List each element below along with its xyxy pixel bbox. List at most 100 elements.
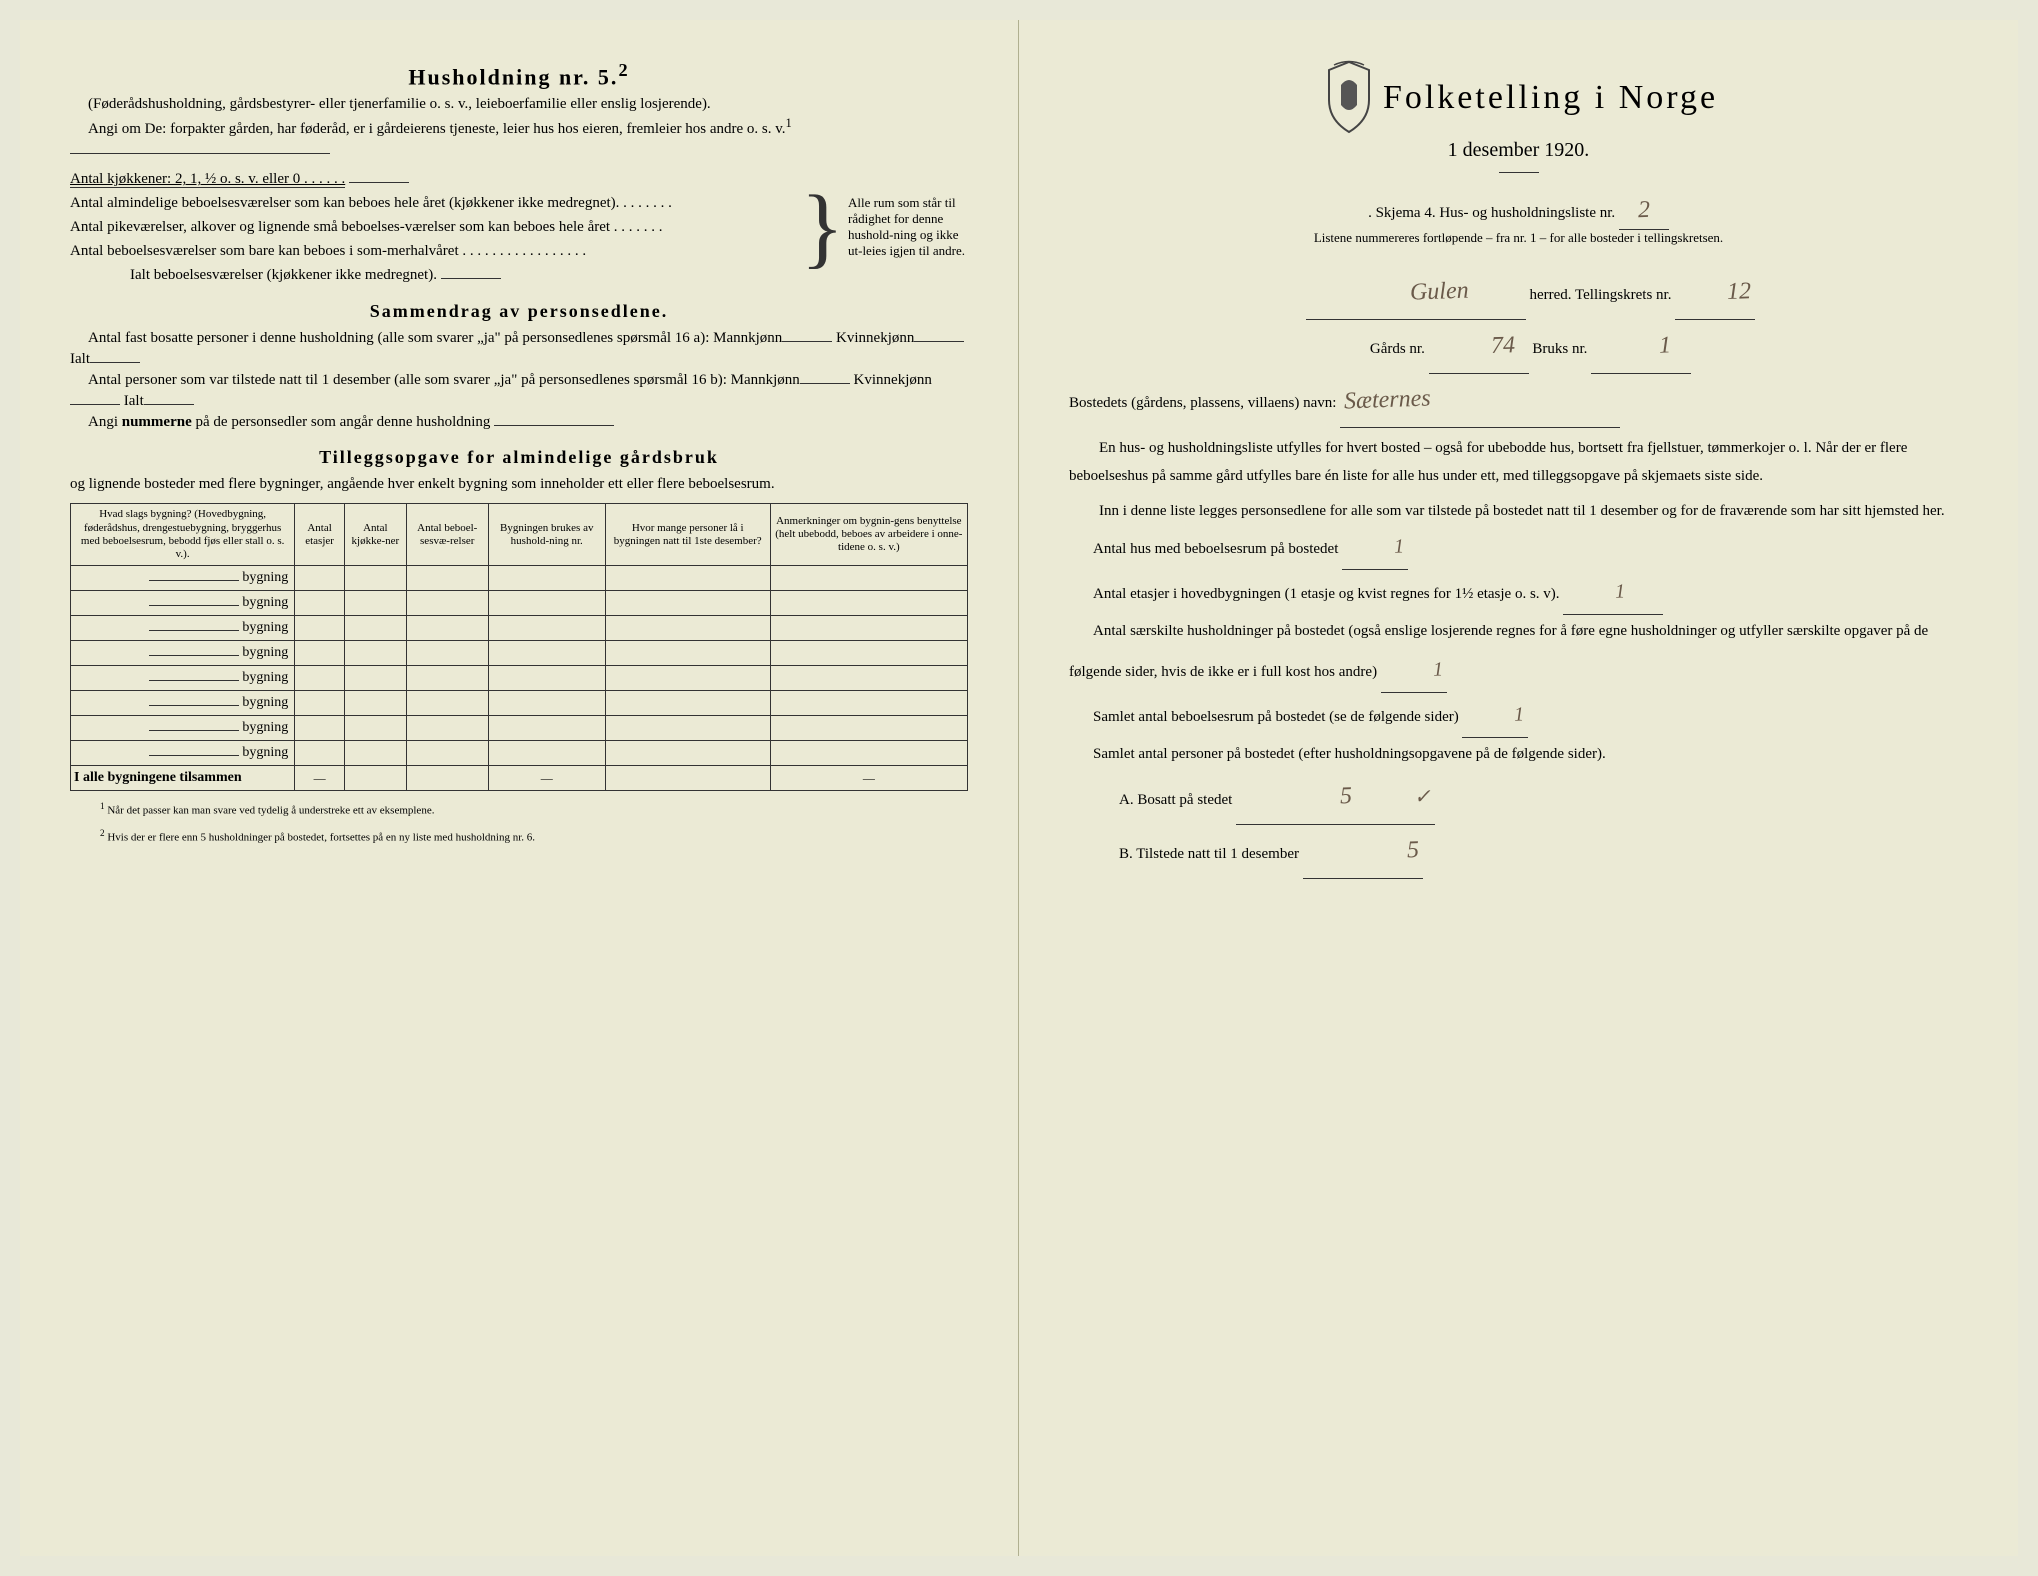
row-label: bygning xyxy=(71,716,295,741)
subtitle-2-sup: 1 xyxy=(786,116,792,130)
blank-line xyxy=(70,153,330,154)
row-label: bygning xyxy=(71,566,295,591)
table-cell xyxy=(344,641,406,666)
footnote-2: 2 Hvis der er flere enn 5 husholdninger … xyxy=(70,828,968,845)
table-cell xyxy=(295,666,345,691)
sum1-blank2 xyxy=(914,341,964,342)
q2-field: 1 xyxy=(1563,570,1663,615)
kitchen-blank xyxy=(349,182,409,183)
table-cell xyxy=(295,591,345,616)
table-cell xyxy=(605,716,770,741)
bruks-field: 1 xyxy=(1591,320,1691,374)
q2-label: Antal etasjer i hovedbygningen (1 etasje… xyxy=(1093,586,1560,602)
q3-label: Antal særskilte husholdninger på bostede… xyxy=(1069,623,1928,680)
total-dash-4: — xyxy=(488,766,605,791)
q1-value: 1 xyxy=(1365,525,1409,570)
q2-value: 1 xyxy=(1587,570,1631,615)
q3-line: Antal særskilte husholdninger på bostede… xyxy=(1069,615,1968,693)
q3-value: 1 xyxy=(1404,648,1448,693)
room-line-1: Antal almindelige beboelsesværelser som … xyxy=(70,191,797,215)
title-date: 1 desember 1920. xyxy=(1069,139,1968,162)
listene-note: Listene nummereres fortløpende – fra nr.… xyxy=(1069,230,1968,246)
table-header-row: Hvad slags bygning? (Hovedbygning, føder… xyxy=(71,504,968,566)
summary-line-1: Antal fast bosatte personer i denne hush… xyxy=(70,328,968,370)
summary-line-3: Angi nummerne på de personsedler som ang… xyxy=(70,412,968,433)
sum1-blank3 xyxy=(90,362,140,363)
table-cell xyxy=(406,741,488,766)
q2-line: Antal etasjer i hovedbygningen (1 etasje… xyxy=(1069,570,1968,615)
total-cell-3 xyxy=(406,766,488,791)
table-cell xyxy=(406,616,488,641)
summary-line-2: Antal personer som var tilstede natt til… xyxy=(70,370,968,412)
herred-line: Gulen herred. Tellingskrets nr. 12 xyxy=(1069,266,1968,320)
gards-line: Gårds nr. 74 Bruks nr. 1 xyxy=(1069,320,1968,374)
sum3b: nummerne xyxy=(122,414,192,430)
table-cell xyxy=(605,741,770,766)
row-label: bygning xyxy=(71,691,295,716)
kitchen-line: Antal kjøkkener: 2, 1, ½ o. s. v. eller … xyxy=(70,167,797,191)
table-cell xyxy=(344,741,406,766)
room-total-blank xyxy=(441,278,501,279)
table-cell xyxy=(605,616,770,641)
right-page: Folketelling i Norge 1 desember 1920. . … xyxy=(1019,20,2018,1556)
qA-value: 5 xyxy=(1285,770,1357,825)
schema-line: . Skjema 4. Hus- og husholdningsliste nr… xyxy=(1069,191,1968,230)
sum1-blank1 xyxy=(782,341,832,342)
table-cell xyxy=(770,591,967,616)
foot-sup2: 2 xyxy=(100,828,105,838)
room-line-2: Antal pikeværelser, alkover og lignende … xyxy=(70,215,797,239)
table-row: bygning xyxy=(71,616,968,641)
gards-label: Gårds nr. xyxy=(1370,341,1425,357)
coat-of-arms-icon xyxy=(1319,60,1379,135)
buildings-table: Hvad slags bygning? (Hovedbygning, føder… xyxy=(70,503,968,791)
table-cell xyxy=(344,691,406,716)
table-cell xyxy=(406,666,488,691)
summary-heading: Sammendrag av personsedlene. xyxy=(70,301,968,322)
sum2c: Ialt xyxy=(124,393,144,409)
footnote-1: 1 Når det passer kan man svare ved tydel… xyxy=(70,801,968,818)
q4-line: Samlet antal beboelsesrum på bostedet (s… xyxy=(1069,693,1968,738)
curly-brace-icon: } xyxy=(797,187,848,268)
q5-line: Samlet antal personer på bostedet (efter… xyxy=(1069,738,1968,771)
th-4: Bygningen brukes av hushold-ning nr. xyxy=(488,504,605,566)
table-cell xyxy=(406,591,488,616)
table-cell xyxy=(770,741,967,766)
table-cell xyxy=(770,691,967,716)
heading-sup: 2 xyxy=(618,60,629,80)
table-row: bygning xyxy=(71,741,968,766)
foot-sup1: 1 xyxy=(100,801,105,811)
gards-value: 74 xyxy=(1462,319,1520,374)
qB-line: B. Tilstede natt til 1 desember 5 xyxy=(1069,825,1968,879)
table-cell xyxy=(295,716,345,741)
kitchen-text: Antal kjøkkener: 2, 1, ½ o. s. v. eller … xyxy=(70,171,345,188)
qB-value: 5 xyxy=(1352,824,1424,879)
table-row: bygning xyxy=(71,716,968,741)
table-row: bygning xyxy=(71,641,968,666)
schema-value: 2 xyxy=(1633,191,1654,230)
krets-field: 12 xyxy=(1675,266,1755,320)
bosted-label: Bostedets (gårdens, plassens, villaens) … xyxy=(1069,395,1336,411)
row-label: bygning xyxy=(71,741,295,766)
document-spread: Husholdning nr. 5.2 (Føderådshusholdning… xyxy=(20,20,2018,1556)
table-cell xyxy=(488,666,605,691)
sum1b: Kvinnekjønn xyxy=(836,330,914,346)
brace-note: Alle rum som står til rådighet for denne… xyxy=(848,195,968,259)
room-total-text: Ialt beboelsesværelser (kjøkkener ikke m… xyxy=(130,267,437,283)
th-0: Hvad slags bygning? (Hovedbygning, føder… xyxy=(71,504,295,566)
table-cell xyxy=(295,641,345,666)
table-total-row: I alle bygningene tilsammen — — — xyxy=(71,766,968,791)
herred-value: Gulen xyxy=(1382,265,1474,321)
left-page: Husholdning nr. 5.2 (Føderådshusholdning… xyxy=(20,20,1019,1556)
th-1: Antal etasjer xyxy=(295,504,345,566)
table-cell xyxy=(406,716,488,741)
table-cell xyxy=(605,666,770,691)
table-cell xyxy=(770,716,967,741)
sum3c: på de personsedler som angår denne husho… xyxy=(192,414,491,430)
qB-field: 5 xyxy=(1303,825,1423,879)
q4-field: 1 xyxy=(1462,693,1528,738)
bosted-field: Sæternes xyxy=(1340,374,1620,428)
qA-check: ✓ xyxy=(1359,775,1435,822)
bosted-line: Bostedets (gårdens, plassens, villaens) … xyxy=(1069,374,1968,428)
sum2b: Kvinnekjønn xyxy=(854,372,932,388)
table-cell xyxy=(488,566,605,591)
